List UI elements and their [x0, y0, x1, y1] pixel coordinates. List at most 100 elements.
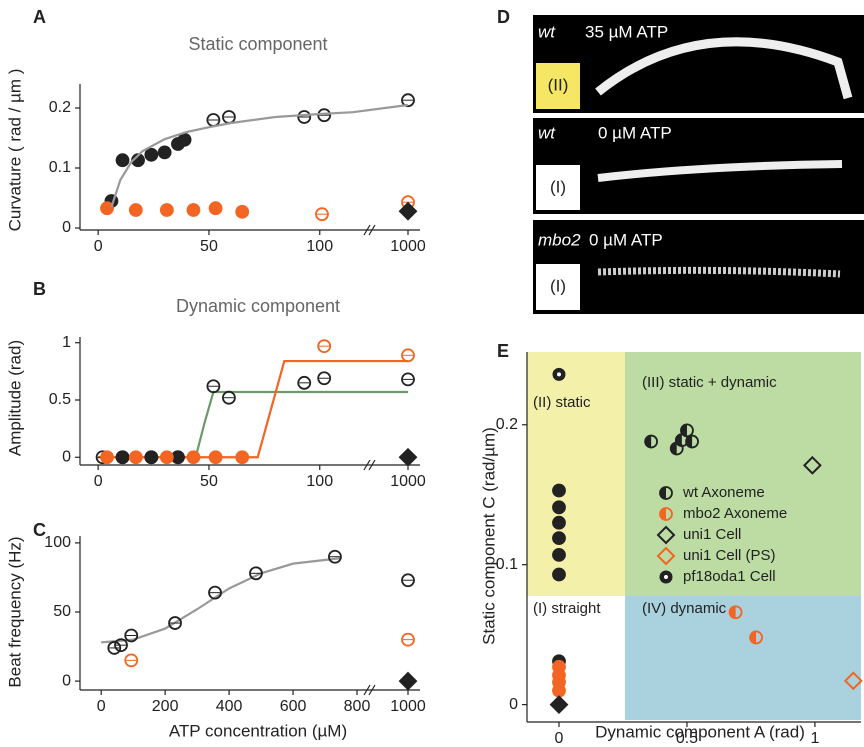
legend-label: uni1 Cell	[683, 526, 741, 543]
circle-marker	[552, 500, 566, 515]
y-tick-label: 1	[62, 334, 71, 351]
x-tick-label: 0.5	[676, 730, 698, 747]
condition: 0 µM ATP	[589, 230, 663, 249]
strain: wt	[538, 123, 556, 142]
chart-title: Static component	[188, 34, 327, 54]
state: (I)	[550, 177, 566, 196]
marker-outline	[728, 605, 743, 620]
x-axis-label: Dynamic component A (rad)	[595, 722, 805, 741]
circle-marker	[128, 450, 143, 465]
circle-marker	[206, 379, 221, 394]
diamond-marker	[549, 695, 569, 715]
circle-marker	[168, 616, 182, 630]
fit-line	[110, 103, 409, 208]
circle-marker	[552, 483, 566, 498]
circle-marker	[235, 450, 250, 465]
circle-marker	[208, 201, 223, 216]
axis-break	[363, 684, 371, 696]
y-tick-label: 0	[509, 696, 518, 713]
fit-line	[98, 359, 408, 459]
circle-marker	[297, 375, 312, 390]
circle-marker	[222, 390, 236, 405]
legend-label: pf18oda1 Cell	[683, 568, 776, 585]
x-tick-label: 100	[306, 473, 333, 490]
diamond-marker	[398, 671, 418, 691]
circle-marker	[401, 573, 415, 588]
x-tick-label: 50	[200, 473, 218, 490]
x-tick-label: 100	[306, 238, 333, 255]
panel-letter: B	[33, 279, 46, 299]
y-axis-label: Amplitude (rad)	[5, 340, 24, 456]
dot-center	[664, 575, 668, 579]
circle-marker	[401, 372, 415, 387]
x-tick-label: 0	[94, 238, 103, 255]
y-tick-label: 0.1	[496, 556, 518, 573]
circle-marker	[552, 683, 566, 698]
axis-break	[363, 224, 371, 236]
axis-break	[363, 459, 371, 471]
circle-marker	[208, 585, 222, 600]
panel-letter: E	[497, 341, 509, 361]
y-tick-label: 50	[53, 603, 71, 620]
strain: wt	[538, 22, 556, 41]
condition: 35 µM ATP	[585, 22, 668, 41]
axis-break	[368, 224, 376, 236]
x-tick-label: 400	[216, 698, 243, 715]
x-tick-label: 600	[280, 698, 307, 715]
circle-marker	[115, 450, 130, 465]
circle-marker	[144, 147, 159, 162]
condition: 0 µM ATP	[598, 123, 672, 142]
circle-marker	[552, 547, 566, 562]
panel-letter: A	[33, 7, 46, 27]
circle-marker	[208, 450, 223, 465]
x-tick-label: 0	[97, 698, 106, 715]
circle-marker	[157, 145, 172, 160]
circle-marker	[297, 110, 312, 124]
diamond-marker	[802, 455, 822, 475]
circle-marker	[128, 203, 143, 217]
x-tick-label: 1	[810, 730, 819, 747]
x-tick-label: 200	[152, 698, 179, 715]
state: (I)	[550, 276, 566, 295]
circle-marker	[315, 207, 329, 222]
circle-marker	[107, 641, 122, 655]
y-axis-label: Beat frequency (Hz)	[5, 536, 24, 687]
axis-break	[368, 684, 376, 696]
legend-label: mbo2 Axoneme	[683, 505, 787, 522]
region	[625, 352, 861, 596]
marker-outline	[659, 486, 673, 500]
circle-marker	[235, 204, 250, 219]
fit-line	[98, 390, 408, 459]
x-tick-label: 1000	[390, 698, 426, 715]
y-tick-label: 100	[44, 534, 71, 551]
state: (II)	[548, 75, 569, 94]
circle-marker	[144, 450, 159, 465]
marker-outline	[680, 423, 694, 438]
panel-letter: D	[497, 7, 510, 27]
diamond-marker	[656, 525, 676, 545]
diamond-marker	[398, 201, 418, 221]
circle-marker	[186, 450, 201, 465]
y-tick-label: 0.2	[496, 416, 518, 433]
circle-marker	[177, 132, 192, 147]
dot-center	[556, 372, 561, 377]
strain: mbo2	[538, 230, 581, 249]
region-label: (I) straight	[533, 600, 601, 617]
marker-outline	[644, 434, 659, 449]
legend-label: uni1 Cell (PS)	[683, 547, 776, 564]
y-tick-label: 0.1	[49, 159, 71, 176]
panel-letter: C	[33, 520, 46, 540]
diamond-marker	[843, 671, 863, 691]
filament	[597, 160, 843, 182]
circle-marker	[401, 348, 415, 363]
circle-marker	[328, 549, 342, 564]
y-tick-label: 0	[62, 672, 71, 689]
x-tick-label: 1000	[390, 238, 426, 255]
x-tick-label: 1000	[390, 473, 426, 490]
circle-marker	[401, 632, 415, 647]
chart-title: Dynamic component	[176, 296, 340, 316]
circle-marker	[100, 201, 114, 216]
circle-marker	[186, 203, 201, 217]
circle-marker	[401, 93, 415, 108]
